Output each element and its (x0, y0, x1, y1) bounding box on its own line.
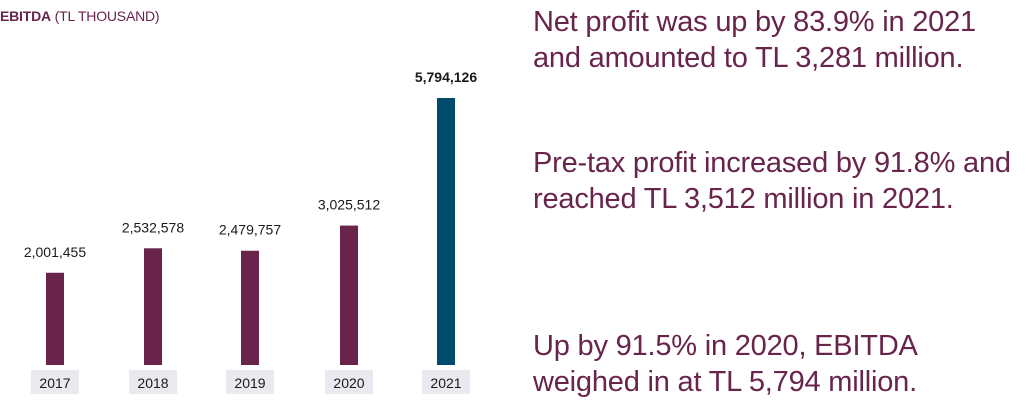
category-box-2021 (422, 370, 470, 394)
bar-2017 (46, 272, 64, 365)
category-label-2020: 2020 (333, 375, 364, 391)
category-box-2019 (226, 370, 274, 394)
category-label-2017: 2017 (39, 375, 70, 391)
net-profit-line-1: Net profit was up by 83.9% in 2021 (533, 6, 976, 38)
bar-2021 (437, 98, 455, 365)
net-profit-statement: Net profit was up by 83.9% in 2021 and a… (533, 4, 976, 76)
pretax-profit-line-1: Pre-tax profit increased by 91.8% and (533, 147, 1011, 179)
chart-title-main: EBITDA (0, 8, 51, 24)
category-label-2018: 2018 (137, 375, 168, 391)
chart-title: EBITDA (TL THOUSAND) (0, 8, 160, 24)
category-label-2021: 2021 (430, 375, 461, 391)
pretax-profit-statement: Pre-tax profit increased by 91.8% and re… (533, 145, 1011, 217)
value-label-2020: 3,025,512 (318, 197, 380, 213)
chart-title-unit: (TL THOUSAND) (54, 8, 160, 24)
net-profit-line-2: and amounted to TL 3,281 million. (533, 42, 964, 74)
category-box-2018 (129, 370, 177, 394)
value-label-2018: 2,532,578 (122, 219, 184, 235)
value-label-2019: 2,479,757 (219, 222, 281, 238)
bar-2020 (340, 225, 358, 365)
category-box-2020 (325, 370, 373, 394)
ebitda-bar-chart: 2,001,455 2017 2,532,578 2018 2,479,757 2019 3… (24, 69, 477, 394)
ebitda-line-1: Up by 91.5% in 2020, EBITDA (533, 330, 918, 362)
ebitda-line-2: weighed in at TL 5,794 million. (533, 366, 917, 398)
value-label-2021: 5,794,126 (415, 69, 477, 85)
bar-2018 (144, 248, 162, 365)
ebitda-statement: Up by 91.5% in 2020, EBITDA weighed in a… (533, 328, 918, 400)
pretax-profit-line-2: reached TL 3,512 million in 2021. (533, 183, 954, 215)
category-label-2019: 2019 (234, 375, 265, 391)
bar-2019 (241, 250, 259, 365)
category-box-2017 (31, 370, 79, 394)
value-label-2017: 2,001,455 (24, 244, 86, 260)
